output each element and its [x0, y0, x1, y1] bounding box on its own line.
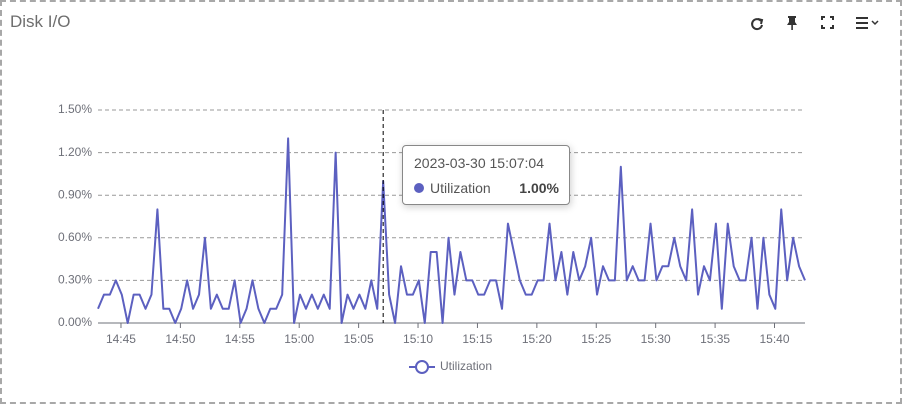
refresh-icon[interactable] — [751, 18, 764, 31]
data-line — [97, 137, 806, 324]
fullscreen-icon[interactable] — [821, 16, 834, 29]
y-tick-label: 1.50% — [58, 102, 92, 116]
x-tick-label: 15:30 — [641, 332, 671, 346]
y-tick-label: 1.20% — [58, 145, 92, 159]
x-tick-label: 15:05 — [344, 332, 374, 346]
tooltip-value: 1.00% — [519, 180, 559, 196]
x-tick-label: 15:10 — [403, 332, 433, 346]
y-tick-label: 0.30% — [58, 273, 92, 287]
tooltip-title: 2023-03-30 15:07:04 — [414, 155, 544, 171]
tooltip-series-name: Utilization — [430, 180, 491, 196]
x-tick-label: 15:40 — [759, 332, 789, 346]
x-tick-label: 15:35 — [700, 332, 730, 346]
x-tick-label: 14:45 — [106, 332, 136, 346]
y-tick-label: 0.00% — [58, 315, 92, 329]
y-tick-label: 0.90% — [58, 187, 92, 201]
legend-marker — [415, 360, 429, 374]
pin-icon[interactable] — [787, 16, 797, 30]
panel-title: Disk I/O — [10, 12, 71, 31]
legend-label: Utilization — [440, 359, 492, 373]
toolbar — [751, 16, 879, 31]
tooltip-marker — [414, 183, 424, 193]
x-tick-label: 15:20 — [522, 332, 552, 346]
x-tick-label: 15:15 — [462, 332, 492, 346]
x-tick-label: 15:00 — [284, 332, 314, 346]
tooltip: 2023-03-30 15:07:04 Utilization 1.00% — [402, 145, 570, 205]
x-tick-label: 15:25 — [581, 332, 611, 346]
menu-icon[interactable] — [856, 17, 879, 29]
x-tick-label: 14:55 — [225, 332, 255, 346]
y-tick-label: 0.60% — [58, 230, 92, 244]
x-tick-label: 14:50 — [165, 332, 195, 346]
